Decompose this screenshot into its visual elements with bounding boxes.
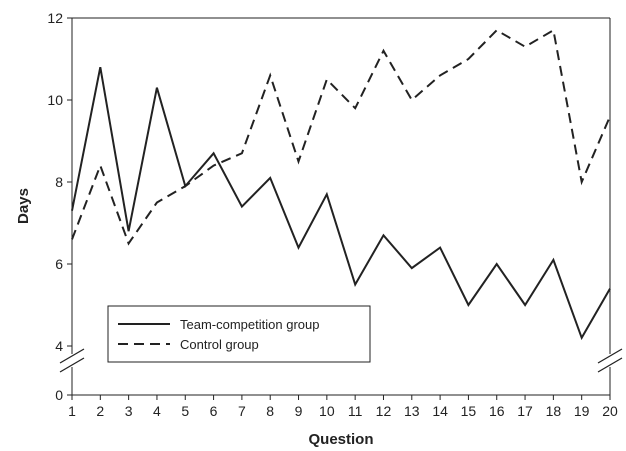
x-tick-label: 12 [376, 403, 392, 419]
y-tick-label: 0 [55, 387, 63, 403]
x-tick-label: 10 [319, 403, 335, 419]
legend: Team-competition group Control group [107, 305, 371, 363]
y-tick-label: 4 [55, 338, 63, 354]
x-axis-title: Question [308, 431, 373, 448]
y-tick-label: 10 [47, 92, 63, 108]
x-tick-label: 19 [574, 403, 590, 419]
x-tick-label: 6 [210, 403, 218, 419]
series-layer [71, 28, 611, 341]
x-tick-label: 1 [68, 403, 76, 419]
x-tick-label: 20 [602, 403, 618, 419]
axis-break-mark-left [59, 357, 85, 373]
x-tick-label: 2 [96, 403, 104, 419]
legend-box [107, 305, 371, 363]
legend-label-team-competition: Team-competition group [180, 317, 319, 332]
x-tick-label: 8 [266, 403, 274, 419]
y-tick-label: 8 [55, 174, 63, 190]
x-tick-label: 17 [517, 403, 533, 419]
plot-frame [71, 17, 611, 396]
y-axis-title: Days [15, 188, 32, 224]
x-tick-label: 9 [295, 403, 303, 419]
x-axis: 1 2 3 4 5 6 7 8 9 10 11 12 13 14 15 16 17 18 19 20 [68, 395, 618, 419]
x-tick-label: 15 [461, 403, 477, 419]
x-tick-label: 13 [404, 403, 420, 419]
x-tick-label: 14 [432, 403, 448, 419]
x-tick-label: 4 [153, 403, 161, 419]
axis-break-mark-right [597, 357, 623, 373]
x-tick-label: 18 [546, 403, 562, 419]
x-tick-label: 16 [489, 403, 505, 419]
series-line-team-competition [71, 67, 611, 341]
y-tick-label: 6 [55, 256, 63, 272]
axis-break [59, 348, 623, 373]
x-tick-label: 11 [348, 403, 363, 419]
axis-break-mark-right [597, 348, 623, 364]
x-tick-label: 7 [238, 403, 246, 419]
legend-label-control: Control group [180, 337, 259, 352]
axis-break-mark-left [59, 348, 85, 364]
y-tick-label: 12 [47, 10, 63, 26]
y-axis: 0 4 6 8 10 12 [47, 10, 72, 403]
x-tick-label: 5 [181, 403, 189, 419]
x-tick-label: 3 [125, 403, 133, 419]
series-line-control [71, 28, 611, 246]
